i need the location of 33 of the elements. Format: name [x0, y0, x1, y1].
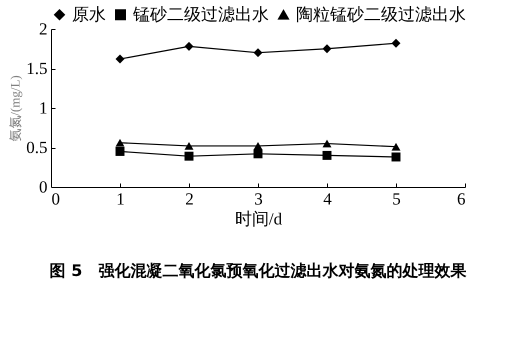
x-axis-title: 时间/d: [234, 210, 283, 228]
point: [116, 54, 124, 64]
point: [254, 149, 262, 158]
point: [392, 142, 400, 151]
y-tick-label: 1: [39, 98, 48, 118]
x-tick-label: 2: [185, 190, 194, 208]
point: [184, 152, 194, 161]
point: [184, 142, 194, 150]
point: [322, 140, 332, 148]
x-tick-label: 1: [116, 190, 125, 208]
point: [322, 150, 332, 160]
text: 图 5 强化混凝二氧化氯预氧化过滤出水对氨氮的处理效果: [50, 261, 468, 280]
x-tick-label: 5: [392, 190, 401, 208]
legend-label: 锰砂二级过滤出水: [132, 4, 269, 24]
x-tick-label: 4: [323, 190, 332, 208]
point: [254, 142, 262, 150]
point: [184, 42, 194, 51]
y-tick-label: 0: [39, 178, 48, 196]
x-tick-label: 6: [457, 190, 466, 208]
point: [116, 146, 124, 156]
legend-label: 原水: [72, 4, 106, 24]
y-tick-label: 1.5: [26, 59, 48, 78]
y-tick-label: 2: [39, 20, 48, 38]
point: [392, 152, 400, 162]
legend-label: 陶粒锰砂二级过滤出水: [296, 4, 466, 24]
point: [254, 48, 262, 58]
point: [116, 138, 124, 147]
point: [392, 38, 400, 48]
y-tick-label: 0.5: [26, 138, 48, 157]
x-tick-label: 3: [254, 190, 263, 208]
point: [322, 44, 332, 54]
x-tick-label: 0: [52, 190, 60, 208]
y-axis-title: 氨氮/(mg/L): [7, 75, 22, 142]
